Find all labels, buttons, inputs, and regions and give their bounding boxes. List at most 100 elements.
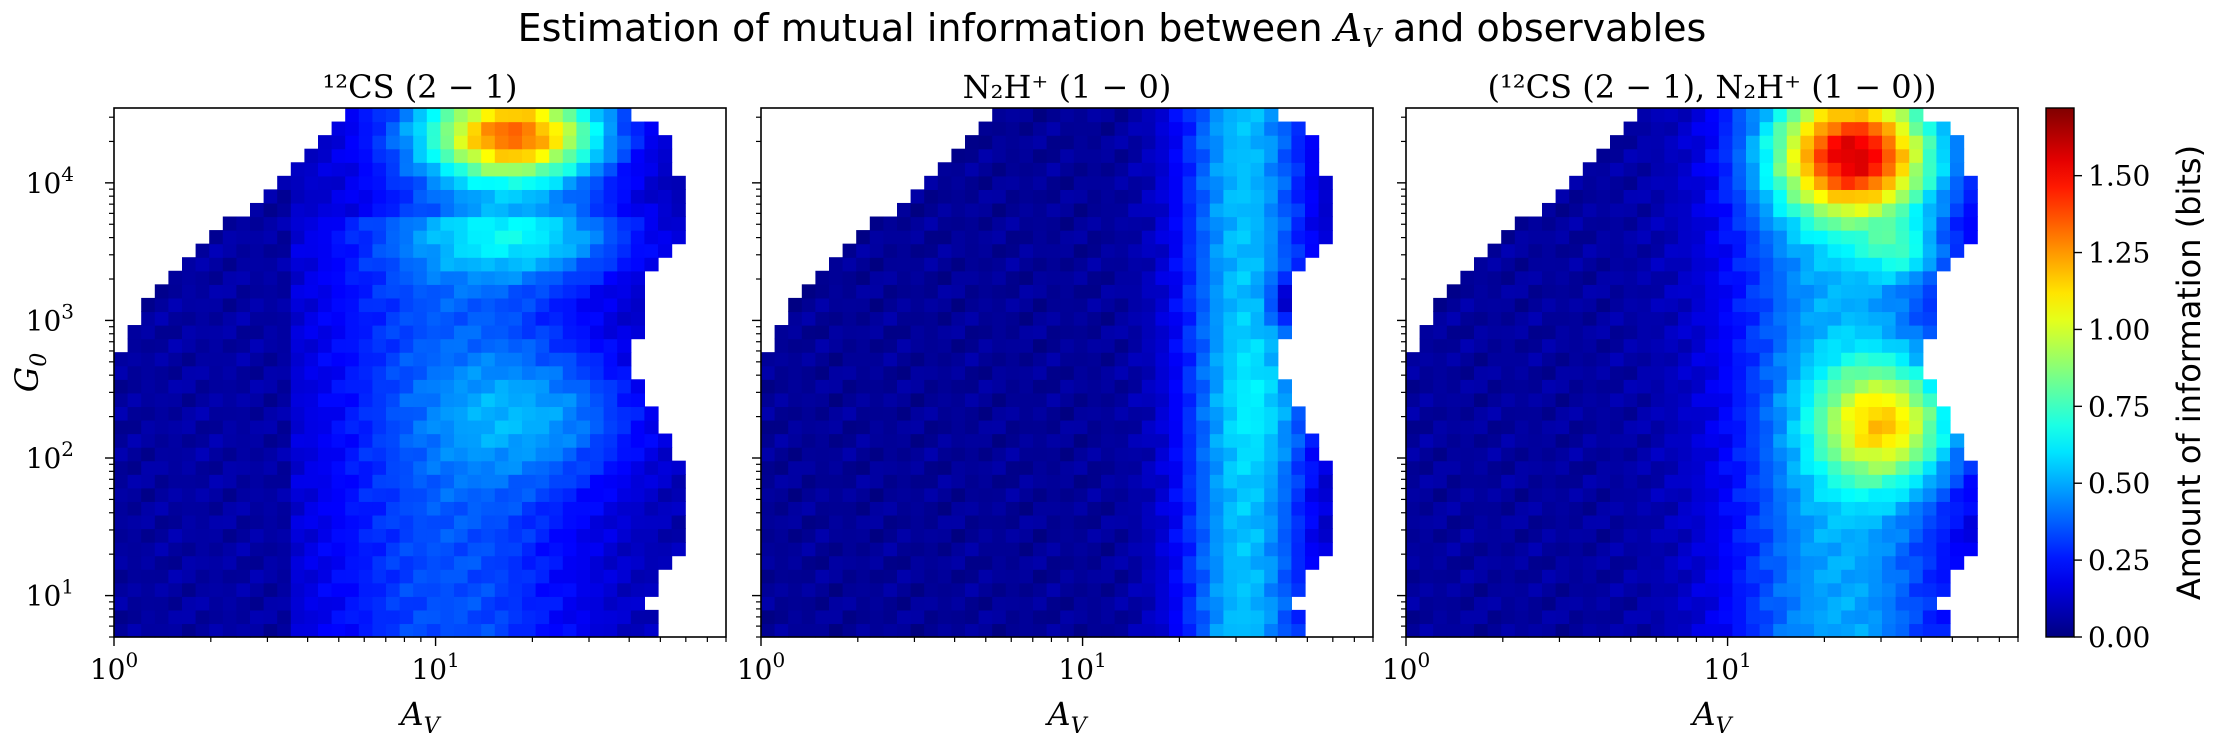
heatmap-cell <box>1128 569 1143 584</box>
heatmap-cell <box>290 609 305 625</box>
heatmap-cell <box>1182 609 1197 625</box>
heatmap-cell <box>1922 297 1937 313</box>
heatmap-cell <box>209 230 224 245</box>
heatmap-cell <box>1555 284 1570 299</box>
heatmap-cell <box>883 338 898 353</box>
heatmap-cell <box>1542 311 1557 326</box>
heatmap-cell <box>1542 433 1557 448</box>
heatmap-cell <box>549 609 564 625</box>
heatmap-cell <box>1664 433 1679 448</box>
heatmap-cell <box>1005 270 1020 285</box>
heatmap-cell <box>372 216 387 231</box>
heatmap-cell <box>304 392 319 408</box>
heatmap-cell <box>1963 501 1978 516</box>
heatmap-cell <box>1868 284 1883 299</box>
heatmap-cell <box>1141 623 1156 638</box>
heatmap-cell <box>1155 419 1170 435</box>
heatmap-cell <box>345 501 360 516</box>
heatmap-cell <box>1033 433 1048 448</box>
heatmap-cell <box>345 189 360 204</box>
heatmap-cell <box>535 419 550 435</box>
heatmap-cell <box>576 257 591 272</box>
heatmap-cell <box>965 270 980 285</box>
heatmap-cell <box>1650 189 1665 204</box>
heatmap-cell <box>236 284 251 299</box>
heatmap-cell <box>1087 542 1102 557</box>
heatmap-cell <box>1678 555 1693 570</box>
heatmap-cell <box>1155 365 1170 380</box>
heatmap-cell <box>1318 474 1333 489</box>
heatmap-cell <box>1786 460 1801 475</box>
heatmap-cell <box>494 121 509 136</box>
heatmap-cell <box>1223 447 1238 462</box>
heatmap-cell <box>869 230 884 245</box>
heatmap-cell <box>1909 257 1924 272</box>
heatmap-cell <box>1277 406 1292 421</box>
heatmap-cell <box>236 406 251 421</box>
heatmap-cell <box>1155 108 1170 123</box>
heatmap-cell <box>1291 257 1306 272</box>
heatmap-cell <box>1155 230 1170 245</box>
heatmap-cell <box>1542 392 1557 408</box>
heatmap-cell <box>761 542 776 557</box>
heatmap-cell <box>1277 135 1292 150</box>
heatmap-cell <box>1841 311 1856 326</box>
heatmap-cell <box>318 365 333 380</box>
heatmap-cell <box>1501 230 1516 245</box>
heatmap-cell <box>1814 392 1829 408</box>
heatmap-cell <box>992 325 1007 340</box>
heatmap-cell <box>209 325 224 340</box>
heatmap-cell <box>372 338 387 353</box>
heatmap-cell <box>494 501 509 516</box>
heatmap-cell <box>1637 189 1652 204</box>
heatmap-cell <box>1542 596 1557 611</box>
heatmap-cell <box>1277 311 1292 326</box>
heatmap-cell <box>910 202 925 218</box>
heatmap-cell <box>761 433 776 448</box>
heatmap-cell <box>883 325 898 340</box>
heatmap-cell <box>1854 365 1869 380</box>
heatmap-cell <box>1291 487 1306 502</box>
heatmap-cell <box>1691 406 1706 421</box>
heatmap-cell <box>815 433 830 448</box>
heatmap-cell <box>1637 555 1652 570</box>
heatmap-cell <box>1514 501 1529 516</box>
heatmap-cell <box>1046 555 1061 570</box>
heatmap-cell <box>630 433 645 448</box>
heatmap-cell <box>1854 121 1869 136</box>
heatmap-cell <box>1773 474 1788 489</box>
heatmap-cell <box>236 609 251 625</box>
heatmap-cell <box>195 609 210 625</box>
heatmap-cell <box>1033 392 1048 408</box>
heatmap-cell <box>209 243 224 258</box>
heatmap-cell <box>1678 311 1693 326</box>
heatmap-cell <box>1705 257 1720 272</box>
heatmap-cell <box>590 162 605 177</box>
heatmap-cell <box>440 338 455 353</box>
heatmap-cell <box>1264 338 1279 353</box>
heatmap-cell <box>603 447 618 462</box>
heatmap-cell <box>1155 582 1170 597</box>
heatmap-cell <box>1759 257 1774 272</box>
heatmap-cell <box>1895 270 1910 285</box>
heatmap-cell <box>1882 433 1897 448</box>
heatmap-cell <box>1718 501 1733 516</box>
heatmap-cell <box>154 596 169 611</box>
heatmap-cell <box>386 569 401 584</box>
heatmap-cell <box>290 596 305 611</box>
heatmap-cell <box>1623 325 1638 340</box>
heatmap-cell <box>1691 487 1706 502</box>
heatmap-cell <box>277 325 292 340</box>
heatmap-cell <box>1732 623 1747 638</box>
heatmap-cell <box>829 433 844 448</box>
heatmap-cell <box>522 121 537 136</box>
heatmap-cell <box>1664 555 1679 570</box>
heatmap-cell <box>1433 596 1448 611</box>
heatmap-cell <box>1087 108 1102 123</box>
heatmap-cell <box>992 108 1007 123</box>
heatmap-cell <box>1664 311 1679 326</box>
heatmap-cell <box>1705 487 1720 502</box>
heatmap-cell <box>842 474 857 489</box>
heatmap-cell <box>1087 189 1102 204</box>
heatmap-cell <box>1087 447 1102 462</box>
